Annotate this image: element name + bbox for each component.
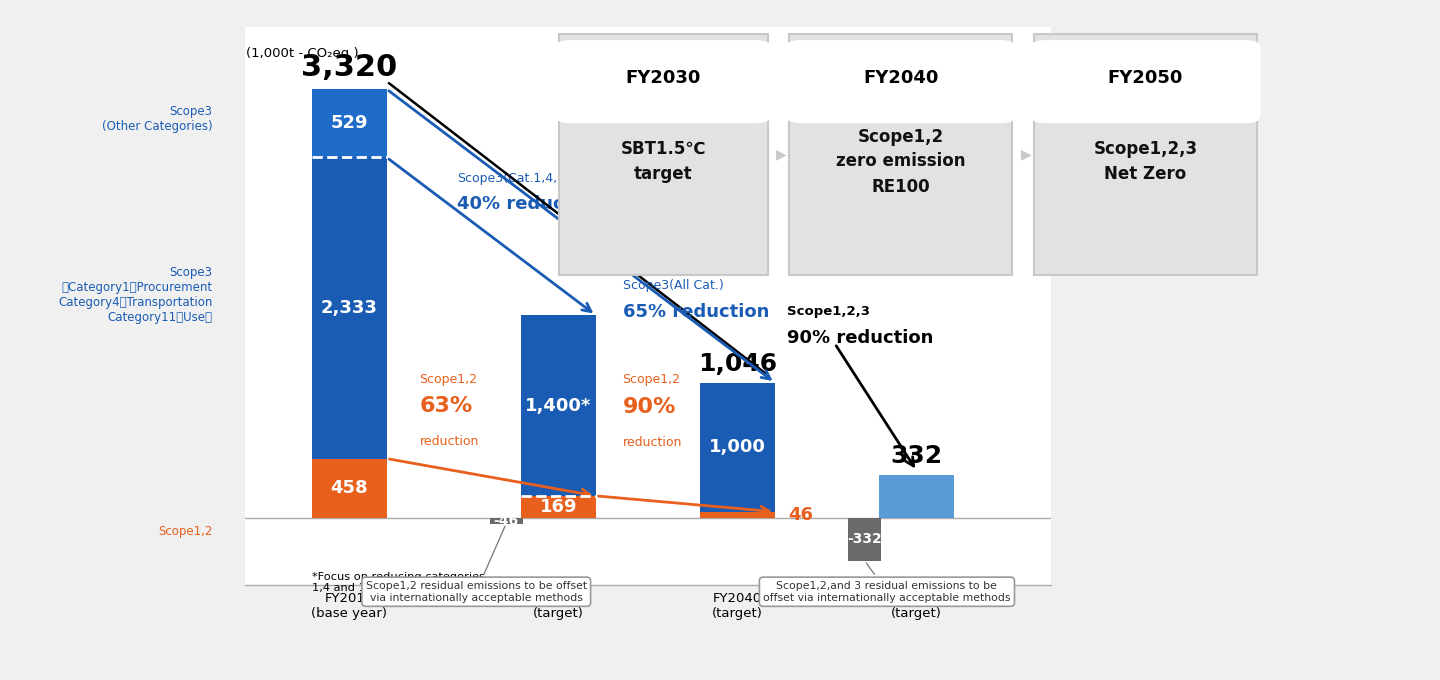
- Bar: [700, 383, 775, 512]
- Bar: [848, 517, 881, 560]
- Text: -46: -46: [494, 513, 518, 528]
- Text: 65% reduction: 65% reduction: [622, 303, 769, 322]
- Text: 332: 332: [891, 444, 943, 468]
- Bar: [312, 158, 387, 458]
- Bar: [521, 496, 596, 517]
- Text: 46: 46: [788, 506, 814, 524]
- Text: Scope1,2,and 3 residual emissions to be
offset via internationally acceptable me: Scope1,2,and 3 residual emissions to be …: [763, 563, 1011, 602]
- Text: 169: 169: [540, 498, 577, 515]
- Text: 40% reduction: 40% reduction: [456, 195, 603, 213]
- Text: *Focus on reducing categories
1,4 and 11 with large emissions.: *Focus on reducing categories 1,4 and 11…: [312, 572, 497, 594]
- Text: 529: 529: [331, 114, 369, 133]
- Text: -332: -332: [847, 532, 881, 546]
- Text: ▶: ▶: [776, 148, 786, 162]
- Text: reduction: reduction: [419, 435, 480, 448]
- Text: Scope3
（Category1：Procurement
Category4：Transportation
Category11：Use）: Scope3 （Category1：Procurement Category4：…: [58, 266, 213, 324]
- Text: SBT1.5℃
target: SBT1.5℃ target: [621, 140, 706, 183]
- Text: 2,333: 2,333: [321, 299, 377, 317]
- Text: 3,320: 3,320: [301, 53, 397, 82]
- Bar: [880, 475, 955, 517]
- Text: FY2050: FY2050: [1107, 69, 1184, 87]
- Text: 90% reduction: 90% reduction: [786, 329, 933, 347]
- Bar: [700, 512, 775, 517]
- Text: 1,400*: 1,400*: [526, 396, 592, 415]
- Text: Scope3
(Other Categories): Scope3 (Other Categories): [102, 105, 213, 133]
- Bar: [490, 517, 523, 524]
- Text: 63%: 63%: [419, 396, 472, 415]
- Text: reduction: reduction: [622, 437, 683, 449]
- Text: Scope1,2: Scope1,2: [622, 373, 681, 386]
- Bar: [521, 315, 596, 496]
- Text: (1,000t - CO₂eq ): (1,000t - CO₂eq ): [246, 46, 359, 60]
- Text: 90%: 90%: [622, 397, 675, 417]
- Text: FY2040: FY2040: [863, 69, 939, 87]
- Text: Scope3(Cat.1,4,11*): Scope3(Cat.1,4,11*): [456, 171, 583, 185]
- Text: 1,000: 1,000: [708, 438, 766, 456]
- Text: Scope1,2,3: Scope1,2,3: [786, 305, 870, 318]
- Text: Scope1,2: Scope1,2: [158, 526, 213, 539]
- Text: 458: 458: [331, 479, 369, 497]
- Text: Scope1,2 residual emissions to be offset
via internationally acceptable methods: Scope1,2 residual emissions to be offset…: [366, 526, 588, 602]
- Bar: [312, 89, 387, 158]
- Text: Scope1,2
zero emission
RE100: Scope1,2 zero emission RE100: [837, 128, 965, 196]
- Text: Scope1,2,3
Net Zero: Scope1,2,3 Net Zero: [1093, 140, 1198, 183]
- Text: Scope1,2: Scope1,2: [419, 373, 478, 386]
- Text: ▶: ▶: [1021, 148, 1031, 162]
- Text: FY2030: FY2030: [625, 69, 701, 87]
- Text: 1,046: 1,046: [698, 352, 778, 375]
- Text: Scope3(All Cat.): Scope3(All Cat.): [622, 279, 723, 292]
- Bar: [312, 458, 387, 517]
